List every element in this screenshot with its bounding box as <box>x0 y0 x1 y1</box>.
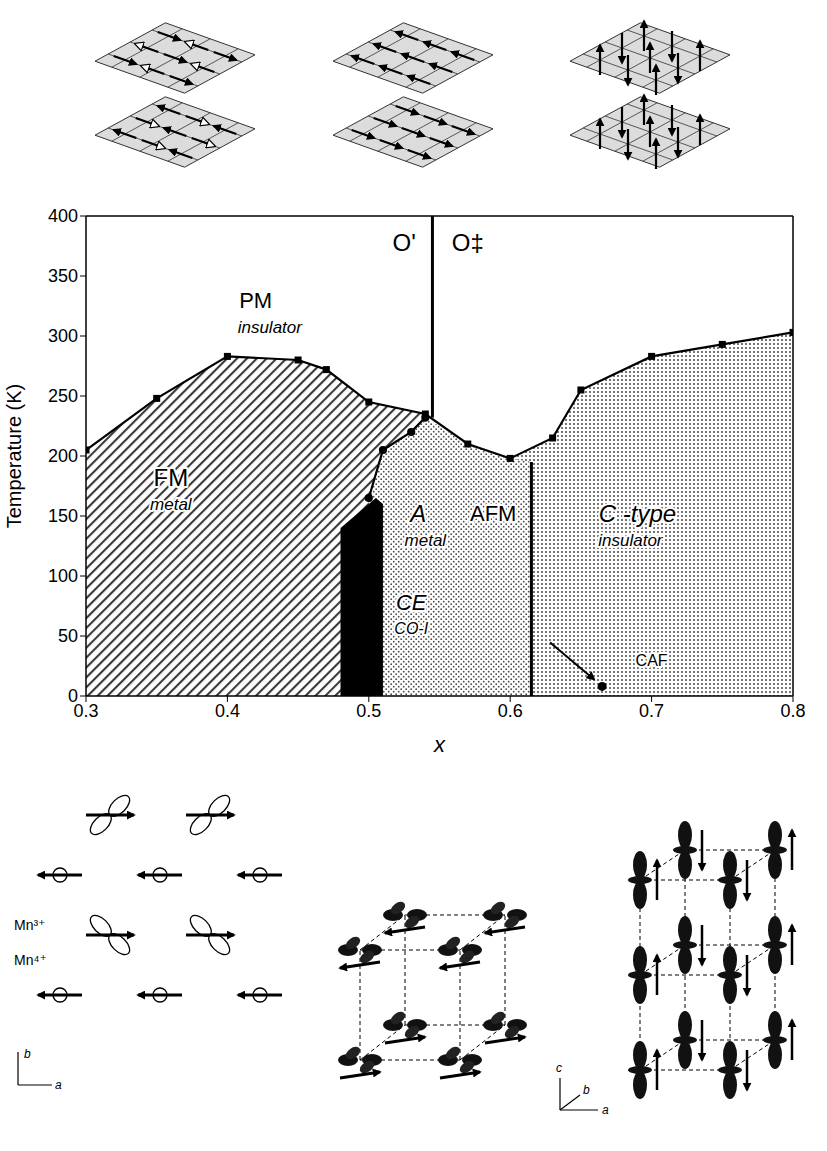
svg-text:CO-I: CO-I <box>394 620 428 637</box>
svg-text:x: x <box>433 732 446 757</box>
svg-text:250: 250 <box>48 386 78 406</box>
svg-text:0: 0 <box>68 686 78 706</box>
svg-text:AFM: AFM <box>470 501 516 526</box>
svg-text:0.4: 0.4 <box>215 701 240 721</box>
svg-text:Mn⁴⁺: Mn⁴⁺ <box>14 952 47 968</box>
svg-text:A: A <box>408 500 426 527</box>
svg-text:300: 300 <box>48 326 78 346</box>
svg-text:50: 50 <box>58 626 78 646</box>
svg-text:100: 100 <box>48 566 78 586</box>
svg-text:350: 350 <box>48 266 78 286</box>
svg-text:CE: CE <box>396 590 427 615</box>
svg-text:O‡: O‡ <box>452 229 484 256</box>
svg-text:metal: metal <box>150 495 193 514</box>
svg-text:Temperature (K): Temperature (K) <box>3 384 25 529</box>
svg-text:CAF: CAF <box>636 652 668 669</box>
svg-text:a: a <box>602 1103 609 1117</box>
svg-text:400: 400 <box>48 206 78 226</box>
svg-text:insulator: insulator <box>598 531 664 550</box>
svg-text:O': O' <box>393 229 416 256</box>
svg-text:b: b <box>24 1047 31 1061</box>
svg-text:0.3: 0.3 <box>73 700 99 721</box>
svg-text:0.8: 0.8 <box>780 701 805 721</box>
svg-text:0.6: 0.6 <box>498 701 523 721</box>
svg-text:FM: FM <box>154 464 189 491</box>
svg-text:0.7: 0.7 <box>639 701 664 721</box>
svg-text:b: b <box>583 1083 590 1097</box>
svg-text:PM: PM <box>239 288 272 313</box>
svg-text:C -type: C -type <box>599 500 676 527</box>
svg-text:metal: metal <box>405 531 448 550</box>
svg-text:200: 200 <box>48 446 78 466</box>
svg-text:c: c <box>556 1061 562 1075</box>
svg-text:insulator: insulator <box>238 318 304 337</box>
svg-text:150: 150 <box>48 506 78 526</box>
svg-text:0.5: 0.5 <box>356 701 381 721</box>
svg-text:a: a <box>55 1078 62 1092</box>
svg-text:Mn³⁺: Mn³⁺ <box>14 917 46 933</box>
